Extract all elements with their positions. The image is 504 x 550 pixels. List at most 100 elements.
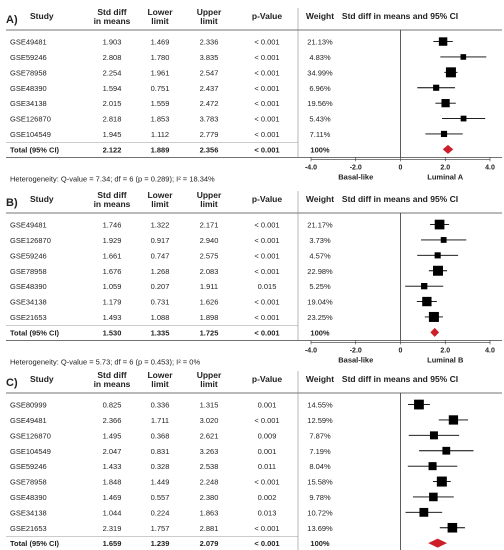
effect-size-marker	[434, 219, 445, 230]
total-upper-limit: 1.725	[200, 328, 219, 337]
lower-limit-value: 1.711	[151, 416, 169, 425]
total-label: Total (95% CI)	[10, 328, 60, 337]
total-lower-limit: 1.335	[151, 328, 170, 337]
study-name: GSE126870	[10, 431, 51, 440]
study-name: GSE48390	[10, 282, 47, 291]
p-value: < 0.001	[254, 416, 279, 425]
smd-value: 1.661	[103, 251, 122, 260]
study-name: GSE21653	[10, 524, 47, 533]
p-value: 0.009	[258, 431, 277, 440]
smd-value: 1.945	[103, 130, 122, 139]
p-value: 0.013	[258, 508, 277, 517]
study-name: GSE78958	[10, 68, 47, 77]
lower-limit-value: 1.780	[151, 53, 170, 62]
upper-limit-value: 2.547	[200, 68, 219, 77]
weight-value: 21.13%	[307, 38, 333, 47]
study-row: GSE59246 1.661 0.747 2.575 < 0.001 4.57%	[10, 251, 459, 260]
study-row: GSE49481 1.746 1.322 2.171 < 0.001 21.17%	[10, 219, 450, 230]
upper-limit-value: 1.863	[200, 508, 219, 517]
weight-value: 4.57%	[309, 251, 331, 260]
study-row: GSE49481 1.903 1.469 2.336 < 0.001 21.13%	[10, 37, 453, 47]
total-label: Total (95% CI)	[10, 145, 60, 154]
p-value: 0.011	[258, 462, 276, 471]
x-axis-tick-label: -4.0	[305, 347, 317, 354]
total-smd-value: 2.122	[103, 145, 122, 154]
lower-limit-value: 1.268	[151, 267, 170, 276]
x-axis-tick-label: -4.0	[305, 164, 317, 171]
smd-value: 1.044	[103, 508, 122, 517]
column-header-smd: Std diff in means	[94, 190, 131, 209]
study-name: GSE126870	[10, 115, 51, 124]
smd-value: 1.848	[103, 478, 122, 487]
smd-value: 1.493	[103, 313, 122, 322]
study-name: GSE34138	[10, 99, 47, 108]
effect-size-marker	[422, 296, 432, 307]
effect-size-marker	[460, 115, 467, 122]
study-name: GSE78958	[10, 478, 47, 487]
study-row: GSE49481 2.366 1.711 3.020 < 0.001 12.59%	[10, 415, 469, 425]
lower-limit-value: 1.961	[151, 68, 170, 77]
column-header-pvalue: p-Value	[252, 374, 283, 384]
upper-limit-value: 2.779	[200, 130, 219, 139]
effect-size-marker	[414, 399, 424, 410]
study-row: GSE59246 2.808 1.780 3.835 < 0.001 4.83%	[10, 53, 487, 62]
favours-left-label: Basal-like	[338, 172, 373, 181]
effect-size-marker	[460, 54, 467, 60]
column-header-weight: Weight	[306, 194, 334, 204]
p-value: 0.015	[258, 282, 277, 291]
study-row: GSE104549 1.945 1.112 2.779 < 0.001 7.11%	[10, 130, 463, 139]
smd-value: 2.366	[103, 416, 122, 425]
effect-size-marker	[440, 237, 447, 243]
weight-value: 8.04%	[309, 462, 331, 471]
x-axis-tick-label: -2.0	[350, 347, 362, 354]
panel-label: A)	[6, 14, 18, 26]
total-weight: 100%	[310, 328, 330, 337]
smd-value: 2.818	[103, 115, 122, 124]
p-value: < 0.001	[254, 251, 279, 260]
study-row: GSE78958 1.848 1.449 2.248 < 0.001 15.58%	[10, 476, 451, 487]
weight-value: 19.04%	[307, 298, 333, 307]
lower-limit-value: 0.336	[151, 401, 170, 410]
lower-limit-value: 0.368	[151, 431, 170, 440]
total-smd-value: 1.659	[103, 539, 122, 548]
column-header-weight: Weight	[306, 11, 334, 21]
total-p-value: < 0.001	[254, 145, 279, 154]
upper-limit-value: 2.575	[200, 251, 219, 260]
lower-limit-value: 0.831	[151, 447, 170, 456]
x-axis-tick-label: 4.0	[485, 164, 495, 171]
lower-limit-value: 1.112	[151, 130, 169, 139]
study-row: GSE34138 2.015 1.559 2.472 < 0.001 19.56%	[10, 99, 456, 108]
p-value: < 0.001	[254, 115, 279, 124]
lower-limit-value: 0.751	[151, 84, 170, 93]
upper-limit-value: 2.940	[200, 236, 219, 245]
total-row: Total (95% CI) 1.659 1.239 2.079 < 0.001 100%	[6, 536, 448, 548]
total-weight: 100%	[310, 145, 330, 154]
effect-size-marker	[433, 265, 443, 276]
weight-value: 22.98%	[307, 267, 333, 276]
weight-value: 5.43%	[309, 115, 331, 124]
p-value: 0.001	[258, 401, 277, 410]
x-axis-tick-label: 0	[399, 347, 403, 354]
study-name: GSE48390	[10, 84, 47, 93]
upper-limit-value: 1.898	[200, 313, 219, 322]
lower-limit-value: 0.747	[151, 251, 170, 260]
effect-size-marker	[445, 67, 456, 78]
effect-size-marker	[438, 37, 448, 46]
smd-value: 1.929	[103, 236, 122, 245]
smd-value: 1.903	[103, 38, 122, 47]
study-row: GSE48390 1.059 0.207 1.911 0.015 5.25%	[10, 282, 444, 291]
study-name: GSE80999	[10, 401, 47, 410]
column-header-pvalue: p-Value	[252, 11, 283, 21]
column-header-pvalue: p-Value	[252, 194, 283, 204]
study-row: GSE59246 1.433 0.328 2.538 0.011 8.04%	[10, 462, 458, 471]
weight-value: 13.69%	[307, 524, 333, 533]
effect-size-marker	[442, 446, 451, 455]
total-upper-limit: 2.079	[200, 539, 219, 548]
study-name: GSE49481	[10, 221, 47, 230]
study-row: GSE48390 1.469 0.557 2.380 0.002 9.78%	[10, 492, 454, 502]
effect-size-marker	[441, 99, 450, 108]
smd-value: 2.015	[103, 99, 122, 108]
smd-value: 1.594	[103, 84, 122, 93]
upper-limit-value: 3.020	[200, 416, 219, 425]
